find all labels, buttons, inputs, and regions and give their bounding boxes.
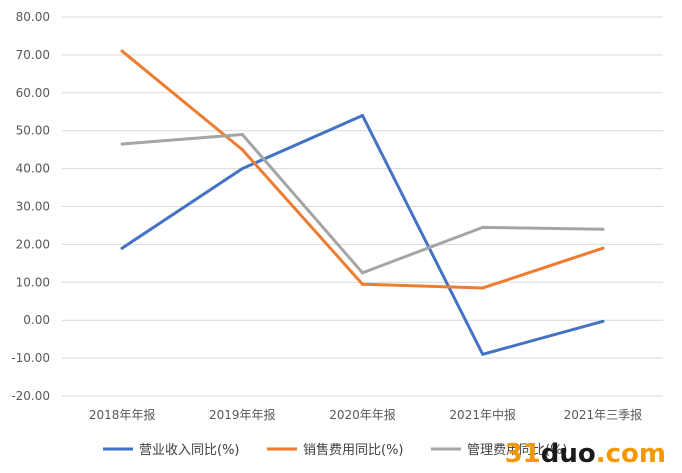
y-tick-label: 20.00: [16, 237, 50, 251]
data-point: [240, 148, 244, 152]
data-point: [601, 319, 605, 323]
data-point: [481, 225, 485, 229]
data-point: [361, 282, 364, 286]
legend-label: 管理费用同比(%): [467, 443, 568, 458]
data-point: [481, 352, 485, 356]
data-point: [240, 132, 244, 136]
data-point: [361, 114, 364, 118]
series-line-1: [120, 114, 605, 356]
y-tick-label: -10.00: [11, 351, 50, 365]
data-point: [120, 49, 124, 53]
data-point: [120, 246, 124, 250]
y-tick-label: 40.00: [16, 162, 50, 176]
data-point: [240, 167, 244, 171]
y-tick-label: 70.00: [16, 48, 50, 62]
y-tick-label: 30.00: [16, 200, 50, 214]
y-tick-label: -20.00: [11, 389, 50, 403]
data-point: [601, 246, 605, 250]
y-tick-label: 0.00: [23, 313, 50, 327]
x-tick-label: 2021年中报: [449, 407, 516, 422]
data-point: [481, 286, 485, 290]
y-tick-label: 60.00: [16, 86, 50, 100]
data-point: [361, 271, 364, 275]
y-tick-label: 80.00: [16, 10, 50, 24]
x-tick-label: 2019年年报: [209, 407, 276, 422]
x-tick-label: 2018年年报: [89, 407, 156, 422]
series-line-2: [120, 49, 605, 290]
data-point: [120, 142, 124, 146]
y-tick-label: 10.00: [16, 275, 50, 289]
data-point: [601, 227, 605, 231]
x-tick-label: 2020年年报: [329, 407, 396, 422]
legend-label: 营业收入同比(%): [139, 443, 240, 458]
legend-label: 销售费用同比(%): [303, 442, 404, 458]
x-tick-label: 2021年三季报: [564, 407, 643, 422]
watermark-logo: 31duo.com: [504, 439, 666, 469]
series-line-3: [120, 132, 605, 275]
y-tick-label: 50.00: [16, 124, 50, 138]
